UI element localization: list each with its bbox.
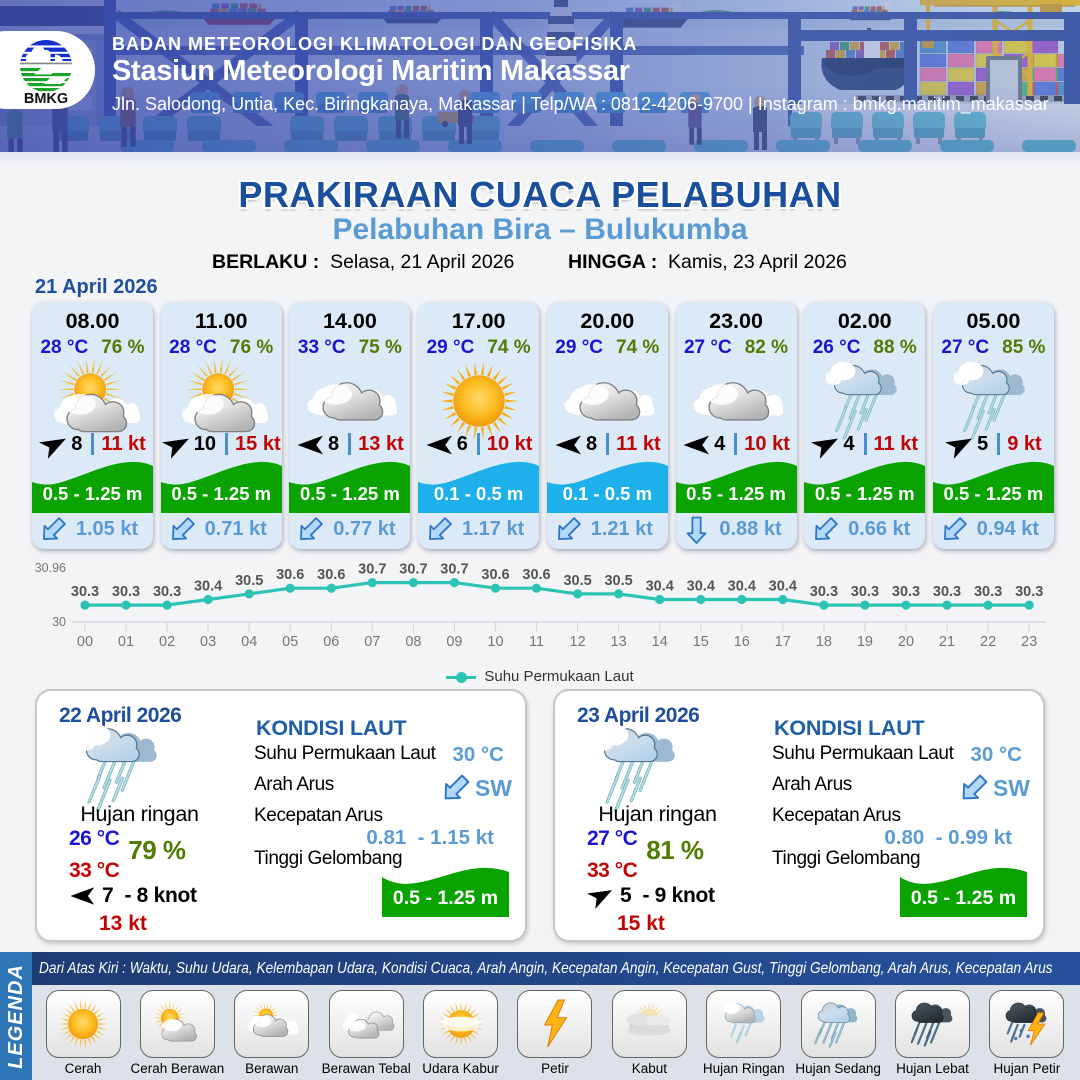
svg-text:23: 23 bbox=[1021, 634, 1037, 650]
svg-text:09: 09 bbox=[446, 634, 462, 650]
svg-text:30.5: 30.5 bbox=[563, 573, 591, 589]
svg-text:21: 21 bbox=[939, 634, 955, 650]
svg-text:16: 16 bbox=[734, 634, 750, 650]
svg-text:30.3: 30.3 bbox=[892, 584, 920, 600]
svg-text:02: 02 bbox=[159, 634, 175, 650]
svg-text:30.3: 30.3 bbox=[974, 584, 1002, 600]
svg-text:30.4: 30.4 bbox=[194, 579, 222, 595]
svg-text:05: 05 bbox=[282, 634, 298, 650]
svg-text:14: 14 bbox=[652, 634, 668, 650]
svg-text:30.4: 30.4 bbox=[646, 579, 674, 595]
svg-text:30.6: 30.6 bbox=[481, 567, 509, 583]
svg-text:30.7: 30.7 bbox=[440, 562, 468, 578]
svg-text:04: 04 bbox=[241, 634, 257, 650]
svg-text:30.3: 30.3 bbox=[1015, 584, 1043, 600]
svg-text:06: 06 bbox=[323, 634, 339, 650]
svg-text:30.4: 30.4 bbox=[687, 579, 715, 595]
svg-text:11: 11 bbox=[529, 634, 544, 650]
svg-text:30.5: 30.5 bbox=[604, 573, 632, 589]
svg-text:30.6: 30.6 bbox=[522, 567, 550, 583]
svg-text:30.7: 30.7 bbox=[358, 562, 386, 578]
svg-text:30.4: 30.4 bbox=[728, 579, 756, 595]
svg-text:20: 20 bbox=[898, 634, 914, 650]
svg-text:30.5: 30.5 bbox=[235, 573, 263, 589]
svg-text:10: 10 bbox=[487, 634, 503, 650]
svg-text:30.6: 30.6 bbox=[317, 567, 345, 583]
svg-text:01: 01 bbox=[118, 634, 134, 650]
svg-text:30.3: 30.3 bbox=[933, 584, 961, 600]
svg-text:30.3: 30.3 bbox=[851, 584, 879, 600]
svg-text:03: 03 bbox=[200, 634, 216, 650]
svg-text:30.3: 30.3 bbox=[71, 584, 99, 600]
svg-text:18: 18 bbox=[816, 634, 832, 650]
svg-text:30.7: 30.7 bbox=[399, 562, 427, 578]
svg-text:30.4: 30.4 bbox=[769, 579, 797, 595]
svg-text:17: 17 bbox=[775, 634, 791, 650]
svg-text:12: 12 bbox=[570, 634, 586, 650]
svg-text:15: 15 bbox=[693, 634, 709, 650]
svg-text:08: 08 bbox=[405, 634, 421, 650]
svg-text:13: 13 bbox=[611, 634, 627, 650]
svg-text:30.3: 30.3 bbox=[810, 584, 838, 600]
svg-text:07: 07 bbox=[364, 634, 380, 650]
svg-text:30.3: 30.3 bbox=[112, 584, 140, 600]
svg-text:00: 00 bbox=[77, 634, 93, 650]
svg-text:30.3: 30.3 bbox=[153, 584, 181, 600]
svg-text:30.96: 30.96 bbox=[35, 561, 66, 575]
svg-text:22: 22 bbox=[980, 634, 996, 650]
svg-text:30: 30 bbox=[52, 615, 66, 629]
svg-text:30.6: 30.6 bbox=[276, 567, 304, 583]
svg-text:19: 19 bbox=[857, 634, 873, 650]
